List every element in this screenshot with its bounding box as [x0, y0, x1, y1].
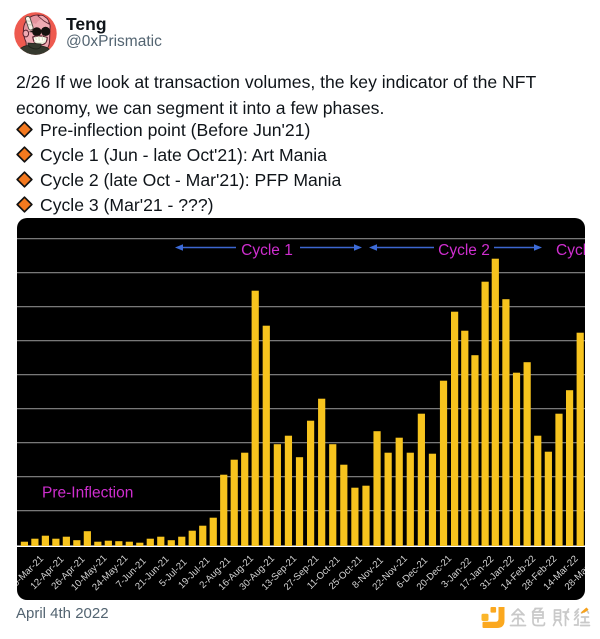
svg-text:Cycle 2: Cycle 2	[438, 242, 490, 259]
svg-text:Cycle 3: Cycle 3	[556, 242, 585, 259]
svg-text:Pre-Inflection: Pre-Inflection	[42, 485, 133, 502]
svg-text:Cycle 1: Cycle 1	[241, 242, 293, 259]
